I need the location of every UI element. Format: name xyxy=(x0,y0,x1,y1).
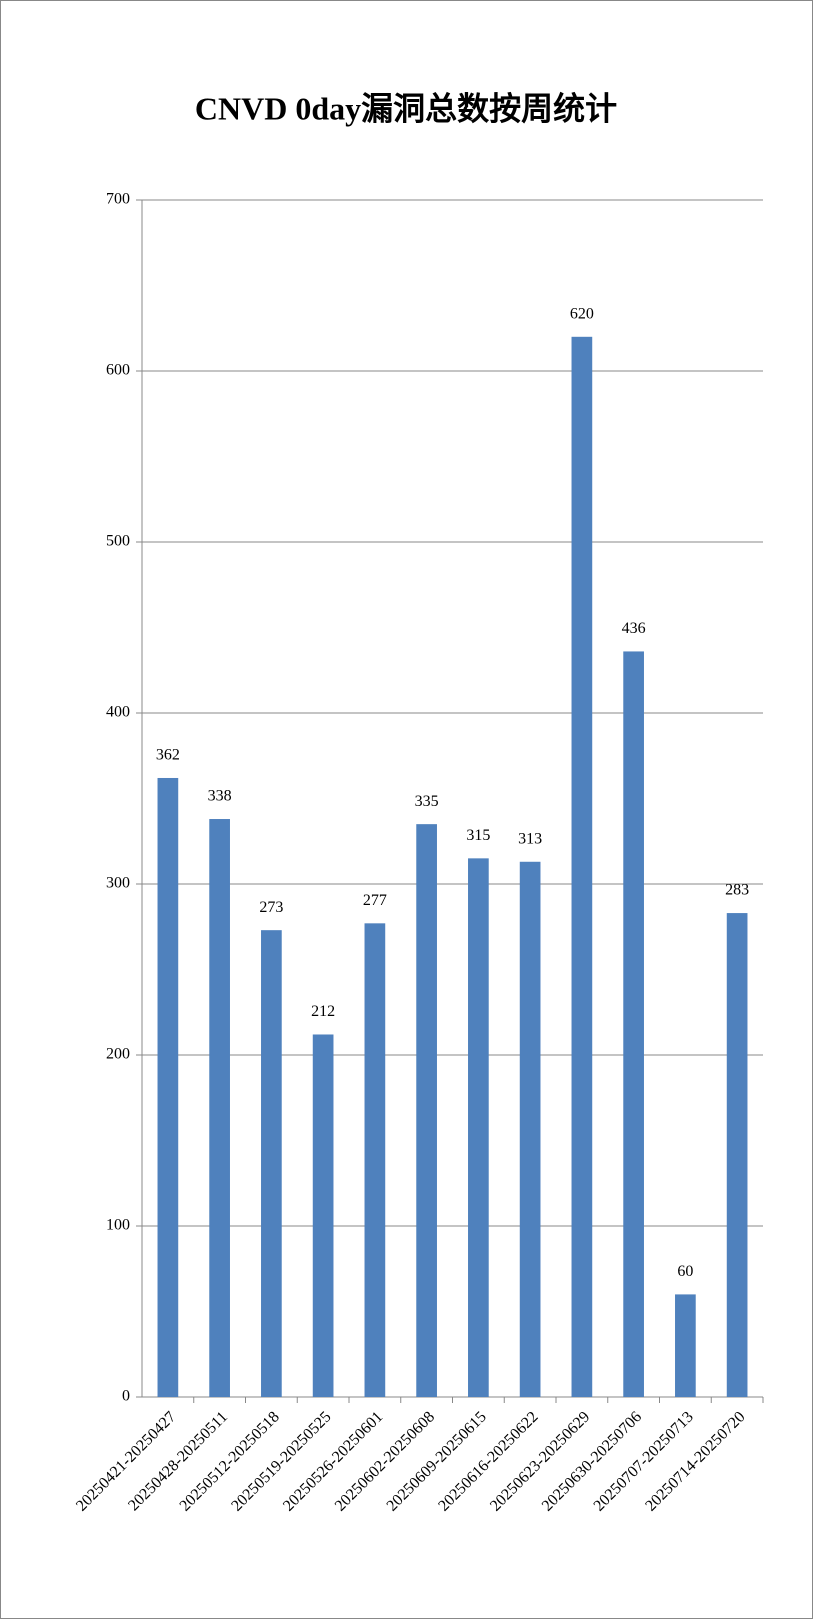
bar xyxy=(416,824,437,1397)
data-label: 436 xyxy=(622,620,646,637)
data-label: 335 xyxy=(415,793,439,810)
bar xyxy=(675,1294,696,1397)
data-label: 277 xyxy=(363,892,387,909)
bar xyxy=(519,861,541,1397)
data-label: 60 xyxy=(677,1263,693,1280)
data-label: 283 xyxy=(725,882,749,899)
bar xyxy=(209,819,230,1397)
bar xyxy=(364,923,386,1397)
bar xyxy=(623,651,644,1397)
data-label: 315 xyxy=(466,827,490,844)
y-tick-label: 0 xyxy=(122,1388,130,1405)
data-label: 273 xyxy=(259,899,283,916)
data-label: 620 xyxy=(570,305,594,322)
y-tick-label: 200 xyxy=(106,1046,130,1063)
data-label: 313 xyxy=(518,830,542,847)
bar xyxy=(468,858,489,1397)
y-tick-label: 600 xyxy=(106,362,130,379)
chart-title: CNVD 0day漏洞总数按周统计 xyxy=(195,90,617,126)
y-tick-label: 500 xyxy=(106,533,130,550)
bar xyxy=(312,1034,334,1397)
y-tick-label: 100 xyxy=(106,1217,130,1234)
y-tick-label: 700 xyxy=(106,191,130,208)
data-label: 338 xyxy=(208,788,232,805)
data-label: 362 xyxy=(156,747,180,764)
y-tick-label: 300 xyxy=(106,875,130,892)
y-tick-label: 400 xyxy=(106,704,130,721)
bar xyxy=(571,336,593,1397)
bar xyxy=(726,913,748,1397)
bar xyxy=(157,777,179,1397)
bar xyxy=(261,930,282,1397)
data-label: 212 xyxy=(311,1003,335,1020)
